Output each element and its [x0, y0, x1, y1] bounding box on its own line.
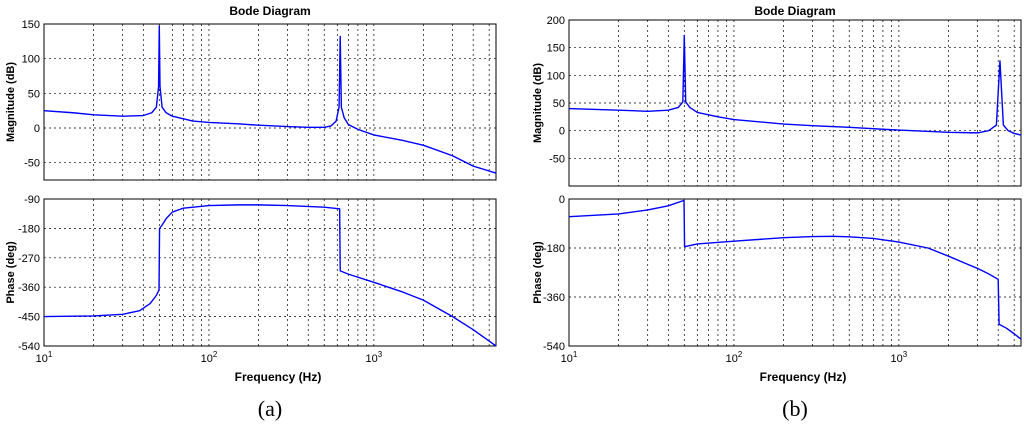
phase-y-axis-label: Phase (deg) [532, 241, 544, 304]
x-tick-exponent: 3 [903, 350, 908, 359]
phase-plot-area [568, 198, 1022, 347]
x-tick-exponent: 2 [738, 350, 743, 359]
phase-y-tick-label: -540 [18, 341, 40, 353]
magnitude-y-tick-label: 100 [547, 70, 565, 82]
x-tick-base: 10 [561, 353, 573, 365]
magnitude-y-tick-label: 100 [22, 54, 40, 66]
x-tick-exponent: 2 [213, 350, 218, 359]
magnitude-y-tick-label: 0 [34, 123, 40, 135]
magnitude-y-tick-label: -50 [549, 153, 565, 165]
x-tick-exponent: 1 [573, 350, 578, 359]
x-tick-label: 103 [366, 350, 383, 365]
chart-title: Bode Diagram [229, 4, 310, 18]
subfigure-label: (b) [782, 396, 808, 421]
x-tick-base: 10 [36, 353, 48, 365]
bode-chart-a: Bode Diagram -50 0 50 100 150 Magnitude (dB) -5… [5, 4, 497, 421]
phase-y-tick-label: -180 [18, 223, 40, 235]
x-axis-label: Frequency (Hz) [235, 370, 322, 384]
magnitude-y-tick-label: 0 [559, 126, 565, 138]
x-tick-label: 103 [891, 350, 908, 365]
x-axis-label: Frequency (Hz) [760, 370, 847, 384]
phase-plot-area [43, 198, 497, 347]
magnitude-y-tick-label: 200 [547, 15, 565, 27]
phase-series-line [568, 199, 1022, 340]
x-tick-base: 10 [201, 353, 213, 365]
magnitude-y-tick-label: 150 [22, 19, 40, 31]
magnitude-y-tick-label: 50 [553, 98, 565, 110]
x-tick-label: 102 [726, 350, 743, 365]
magnitude-y-tick-label: 50 [28, 88, 40, 100]
phase-y-axis-label: Phase (deg) [5, 241, 17, 304]
x-tick-label: 101 [36, 350, 53, 365]
chart-title: Bode Diagram [754, 4, 835, 18]
phase-y-tick-label: -90 [24, 194, 40, 206]
phase-y-tick-label: -540 [543, 341, 565, 353]
x-tick-label: 102 [201, 350, 218, 365]
magnitude-series-line [43, 25, 497, 174]
phase-y-tick-label: -180 [543, 243, 565, 255]
phase-series-line [43, 204, 497, 347]
phase-y-tick-label: -360 [543, 292, 565, 304]
x-tick-base: 10 [366, 353, 378, 365]
x-tick-label: 101 [561, 350, 578, 365]
phase-y-tick-label: -270 [18, 253, 40, 265]
magnitude-plot-area [43, 23, 497, 181]
magnitude-y-tick-label: 150 [547, 43, 565, 55]
x-tick-base: 10 [726, 353, 738, 365]
magnitude-series-line [568, 34, 1022, 136]
subfigure-label: (a) [258, 396, 282, 421]
magnitude-y-axis-label: Magnitude (dB) [532, 63, 544, 143]
x-tick-exponent: 1 [48, 350, 53, 359]
phase-y-tick-label: -360 [18, 282, 40, 294]
x-tick-base: 10 [891, 353, 903, 365]
phase-y-tick-label: -450 [18, 312, 40, 324]
magnitude-y-axis-label: Magnitude (dB) [5, 62, 17, 142]
phase-y-tick-label: 0 [559, 194, 565, 206]
magnitude-y-tick-label: -50 [24, 158, 40, 170]
x-tick-exponent: 3 [378, 350, 383, 359]
